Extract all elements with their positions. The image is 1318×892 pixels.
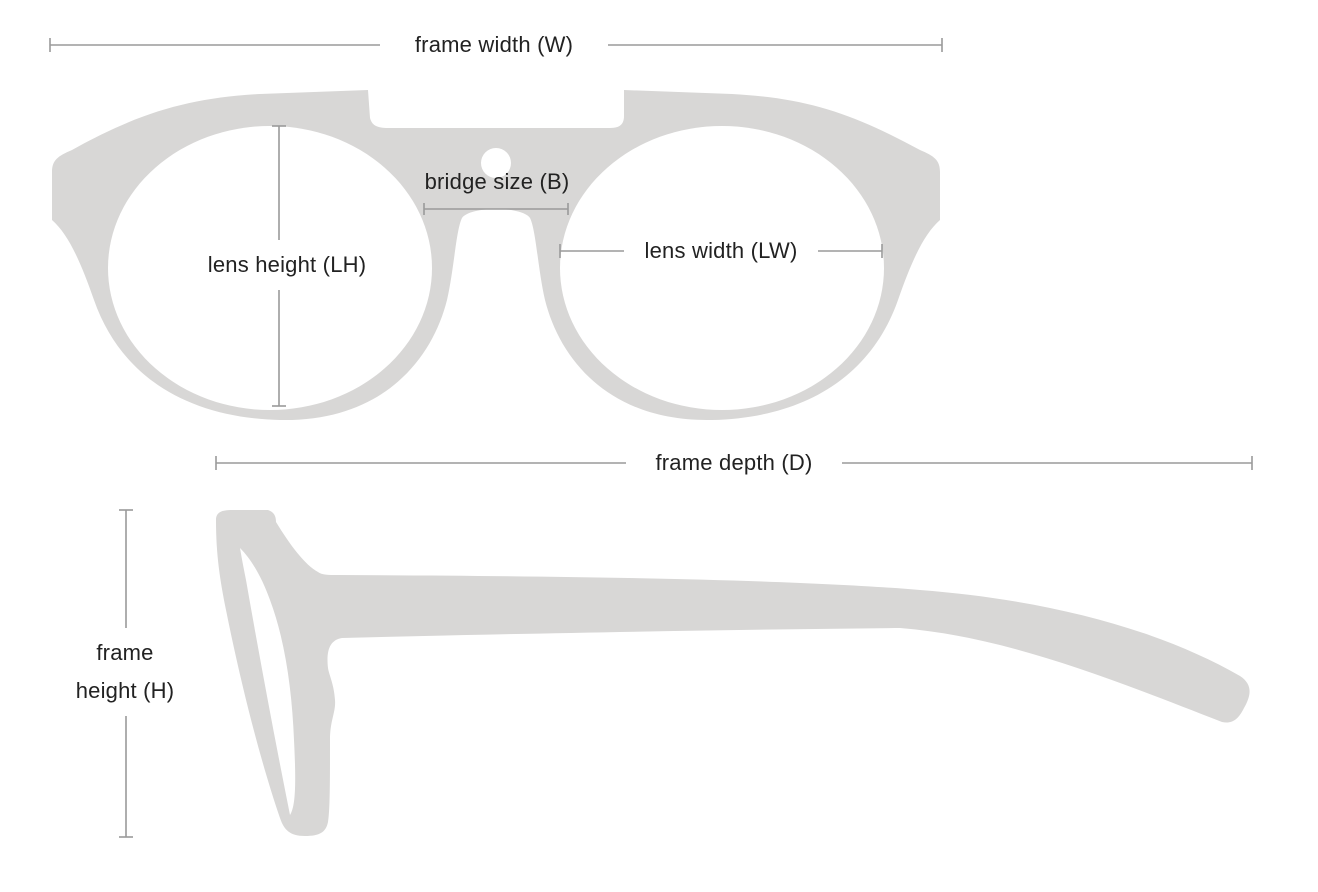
bridge-hole xyxy=(481,148,511,178)
front-view-frame xyxy=(52,90,940,421)
lens-width-dimension: lens width (LW) xyxy=(559,238,883,263)
left-lens-opening xyxy=(108,126,432,410)
frame-depth-label: frame depth (D) xyxy=(655,450,812,475)
side-frame-body xyxy=(216,510,1250,836)
side-lens-opening xyxy=(240,548,296,815)
frame-width-dimension: frame width (W) xyxy=(49,32,943,57)
frame-height-dimension: frame height (H) xyxy=(76,509,175,838)
lens-height-label: lens height (LH) xyxy=(208,252,367,277)
bridge-size-label: bridge size (B) xyxy=(425,169,570,194)
lens-height-dimension: lens height (LH) xyxy=(208,125,367,407)
right-lens-opening xyxy=(560,126,884,410)
side-view-frame xyxy=(216,510,1250,836)
frame-height-label-line2: height (H) xyxy=(76,678,175,703)
frame-depth-dimension: frame depth (D) xyxy=(215,450,1253,475)
lens-width-label: lens width (LW) xyxy=(645,238,798,263)
frame-height-label-line1: frame xyxy=(96,640,153,665)
bridge-size-dimension: bridge size (B) xyxy=(423,169,570,215)
frame-width-label: frame width (W) xyxy=(415,32,573,57)
